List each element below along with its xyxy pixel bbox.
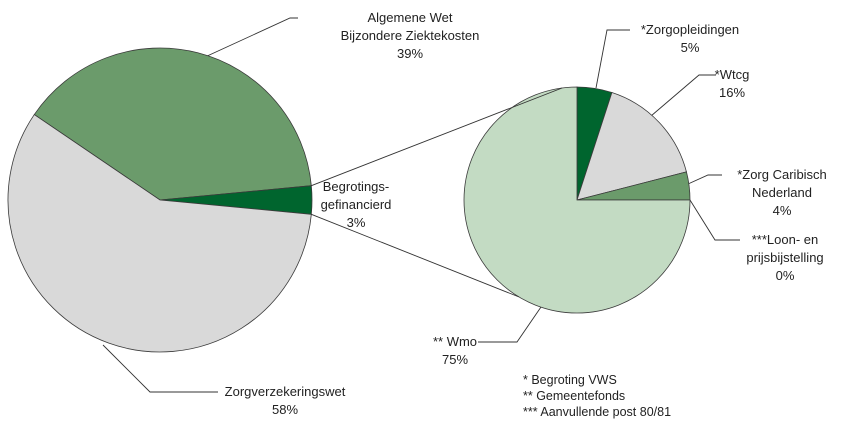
slice-label: *Zorgopleidingen 5%: [630, 21, 750, 57]
slice-label: ***Loon- en prijsbijstelling 0%: [735, 231, 835, 285]
leader-line: [650, 74, 716, 117]
slice-label: *Wtcg 16%: [712, 66, 752, 102]
slice-value: 0%: [775, 268, 795, 283]
slice-label: Algemene Wet Bijzondere Ziektekosten 39%: [335, 9, 485, 63]
slice-value: 16%: [718, 85, 746, 100]
footnote: ** Gemeentefonds: [523, 389, 626, 403]
slice-name: *Wtcg: [714, 67, 750, 82]
leader-line: [102, 344, 218, 393]
slice-value: 5%: [680, 40, 700, 55]
leaders: [102, 17, 740, 393]
pie-slice: [33, 47, 312, 201]
footnote: * Begroting VWS: [523, 373, 617, 387]
leader-line: [595, 29, 630, 89]
slice-label: *Zorg Caribisch Nederland 4%: [722, 166, 842, 220]
slice-value: 75%: [441, 352, 469, 367]
slice-value: 4%: [772, 203, 792, 218]
slice-name: Begrotings-gefinancierd: [320, 179, 392, 212]
leader-line: [687, 174, 722, 185]
slice-name: ***Loon- en prijsbijstelling: [746, 232, 824, 265]
slice-name: Algemene Wet Bijzondere Ziektekosten: [340, 10, 480, 43]
leader-line: [478, 306, 542, 343]
pie-slice: [463, 86, 691, 314]
pie-slice: [576, 92, 687, 201]
slice-value: 3%: [346, 215, 366, 230]
slice-name: *Zorgopleidingen: [640, 22, 740, 37]
slice-label: ** Wmo 75%: [430, 333, 480, 369]
slice-name: Zorgverzekeringswet: [224, 384, 346, 399]
slice-label: Zorgverzekeringswet 58%: [220, 383, 350, 419]
footnote: *** Aanvullende post 80/81: [523, 405, 672, 419]
connector-line: [311, 213, 519, 298]
slice-name: *Zorg Caribisch Nederland: [737, 167, 827, 200]
slice-label: Begrotings-gefinancierd 3%: [300, 178, 412, 232]
slice-name: ** Wmo: [432, 334, 478, 349]
pie-slice: [7, 114, 312, 353]
connector-line: [311, 87, 563, 187]
leader-line: [204, 17, 298, 58]
slice-value: 39%: [396, 46, 424, 61]
leader-line: [689, 199, 740, 241]
slice-value: 58%: [271, 402, 299, 417]
